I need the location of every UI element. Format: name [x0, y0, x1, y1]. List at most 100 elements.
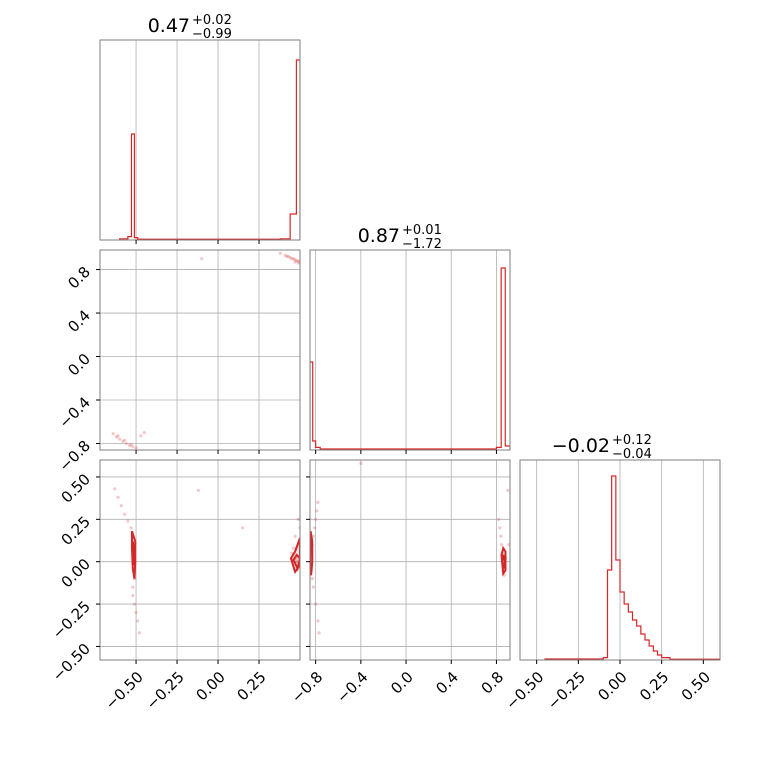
hist-param-2-step-line — [310, 267, 510, 450]
scatter-3-vs-2-point — [507, 543, 510, 547]
scatter-3-vs-1-point — [295, 560, 299, 564]
scatter-3-vs-1-point — [131, 585, 135, 589]
scatter-3-vs-2-point — [497, 517, 501, 521]
scatter-2-vs-1-point — [122, 438, 127, 442]
scatter-3-vs-2-xtick-label: 0.4 — [432, 668, 462, 698]
scatter-3-vs-1-point — [293, 534, 297, 538]
hist-param-3-title-value: −0.02 — [552, 435, 610, 457]
scatter-2-vs-1-point — [142, 431, 146, 435]
scatter-2-vs-1-point — [295, 259, 299, 263]
scatter-3-vs-1-point — [131, 593, 135, 598]
scatter-3-vs-2-marks — [310, 461, 510, 635]
scatter-2-vs-1-point — [296, 261, 300, 265]
scatter-2-vs-1-point — [116, 434, 120, 438]
hist-param-2-frame — [309, 249, 511, 451]
scatter-3-vs-1-ytick-label: 0.25 — [58, 513, 94, 549]
scatter-3-vs-2-xtick-label: 0.8 — [478, 668, 508, 698]
scatter-3-vs-1-point — [137, 631, 141, 635]
hist-param-1-title-value: 0.47 — [148, 15, 190, 37]
hist-param-3-bar — [616, 560, 620, 660]
scatter-2-vs-1-point — [293, 258, 297, 262]
scatter-3-vs-2-point — [506, 488, 510, 493]
hist-param-3-bars — [544, 475, 720, 660]
hist-param-3-bar — [620, 592, 624, 660]
hist-param-3-xtick-label: 0.00 — [594, 668, 630, 704]
scatter-2-vs-1-ytick-label: 0.0 — [64, 350, 94, 380]
scatter-3-vs-1-point — [122, 512, 127, 516]
scatter-3-vs-1-ytick-label: −0.50 — [49, 640, 94, 685]
scatter-2-vs-1-point — [124, 441, 128, 446]
hist-param-2-title-value: 0.87 — [358, 225, 400, 247]
scatter-2-vs-1-marks — [111, 251, 300, 450]
hist-param-1-title-plus: +0.02 — [192, 13, 232, 28]
scatter-3-vs-2-point — [498, 526, 502, 530]
scatter-2-vs-1-frame — [99, 249, 301, 451]
scatter-2-vs-1-point — [285, 254, 289, 259]
scatter-3-vs-2-point — [359, 461, 363, 465]
hist-param-3-bar — [628, 612, 632, 660]
scatter-3-vs-2-point — [317, 631, 321, 635]
scatter-3-vs-2-point — [311, 585, 315, 589]
hist-param-3-bar — [608, 570, 612, 660]
hist-param-3-bar — [653, 651, 657, 660]
hist-param-3-bar — [612, 476, 616, 660]
scatter-3-vs-2-frame — [309, 459, 511, 661]
scatter-2-vs-1-ytick-label: 0.4 — [64, 306, 94, 336]
scatter-3-vs-1-point — [132, 602, 137, 606]
scatter-2-vs-1-point — [134, 446, 138, 450]
scatter-2-vs-1-point — [139, 434, 143, 438]
scatter-3-vs-2-point — [499, 543, 504, 547]
scatter-3-vs-1-point — [116, 495, 120, 499]
scatter-3-vs-1-xtick-label: 0.25 — [233, 668, 269, 704]
scatter-3-vs-1-point — [129, 526, 133, 530]
hist-param-1-step-line — [119, 59, 300, 240]
scatter-3-vs-1-point — [119, 504, 123, 508]
scatter-3-vs-1-marks — [113, 487, 300, 635]
scatter-2-vs-1-point — [286, 254, 291, 259]
scatter-3-vs-2-point — [316, 619, 320, 623]
hist-param-2-bars — [310, 267, 510, 450]
hist-param-3-title-plus: +0.12 — [612, 433, 652, 448]
scatter-3-vs-1-xtick-label: −0.50 — [102, 668, 147, 713]
scatter-3-vs-2-point — [314, 602, 318, 606]
scatter-2-vs-1-point — [114, 435, 118, 439]
hist-param-1-frame — [99, 39, 301, 241]
scatter-3-vs-1-contour — [292, 553, 300, 572]
scatter-3-vs-1-xtick-label: 0.00 — [192, 668, 228, 704]
scatter-3-vs-2-point — [311, 534, 315, 538]
scatter-2-vs-1-point — [129, 442, 133, 447]
scatter-3-vs-1-point — [196, 488, 200, 493]
scatter-2-vs-1-ytick-label: −0.8 — [56, 437, 94, 475]
scatter-2-vs-1-point — [296, 259, 300, 263]
scatter-2-vs-1-ytick-label: −0.4 — [56, 393, 94, 431]
scatter-2-vs-1-point — [290, 257, 294, 261]
scatter-3-vs-1-xtick-label: −0.25 — [143, 668, 188, 713]
hist-param-3-title-minus: −0.04 — [612, 447, 652, 462]
scatter-3-vs-1-point — [291, 546, 296, 550]
scatter-3-vs-2-xtick-label: −0.8 — [288, 668, 326, 706]
scatter-3-vs-1-point — [126, 519, 130, 523]
hist-param-3-step-line — [544, 475, 720, 660]
hist-param-3-bar — [641, 634, 645, 660]
scatter-2-vs-1-point — [278, 251, 282, 255]
scatter-3-vs-1-point — [113, 487, 117, 491]
scatter-2-vs-1-point — [293, 260, 297, 264]
hist-param-2-title-minus: −1.72 — [402, 237, 442, 252]
scatter-2-vs-1-point — [118, 437, 122, 441]
scatter-3-vs-2-xtick-label: −0.4 — [333, 668, 371, 706]
scatter-2-vs-1-point — [200, 257, 204, 261]
scatter-2-vs-1-point — [288, 256, 292, 260]
hist-param-3-xtick-label: 0.25 — [636, 668, 672, 704]
hist-param-3-bar — [637, 626, 641, 660]
scatter-3-vs-2-contour — [501, 554, 506, 569]
hist-param-3-xtick-label: 0.50 — [678, 668, 714, 704]
scatter-3-vs-2-point — [312, 526, 317, 530]
scatter-3-vs-2-point — [499, 534, 503, 538]
scatter-3-vs-2-point — [315, 509, 319, 513]
scatter-3-vs-1-point — [296, 517, 300, 521]
scatter-3-vs-2-xtick-label: 0.0 — [387, 668, 417, 698]
scatter-2-vs-1-point — [291, 257, 296, 261]
hist-param-3-xtick-label: −0.50 — [502, 668, 547, 713]
scatter-3-vs-1-point — [136, 619, 140, 623]
